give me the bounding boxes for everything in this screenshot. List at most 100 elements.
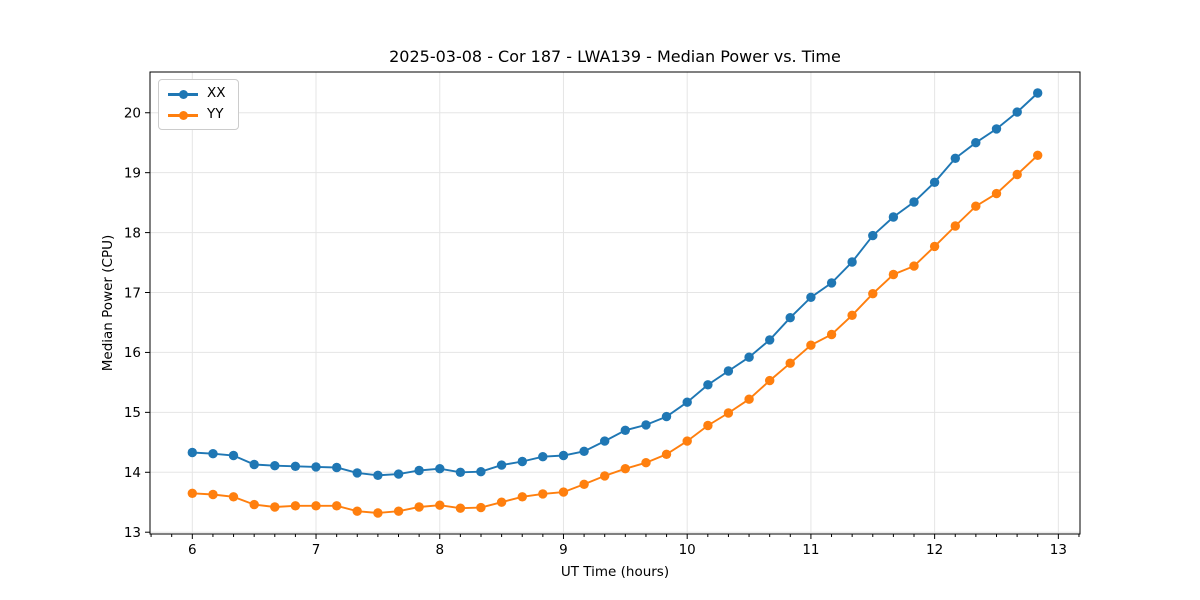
series-marker-yy bbox=[703, 420, 713, 431]
series-marker-xx bbox=[765, 335, 775, 345]
series-marker-yy bbox=[496, 497, 507, 507]
series-marker-xx bbox=[682, 397, 692, 407]
series-marker-xx bbox=[661, 411, 672, 422]
series-marker-yy bbox=[909, 261, 919, 271]
series-marker-xx bbox=[311, 462, 321, 472]
series-marker-xx bbox=[414, 465, 424, 476]
series-marker-yy bbox=[1012, 169, 1022, 180]
series-marker-xx bbox=[723, 366, 734, 376]
series-marker-yy bbox=[517, 492, 527, 502]
x-tick-label: 8 bbox=[435, 542, 444, 558]
series-marker-xx bbox=[228, 450, 239, 461]
series-marker-xx bbox=[332, 462, 342, 473]
series-marker-xx bbox=[826, 278, 837, 288]
series-marker-yy bbox=[847, 310, 857, 320]
series-marker-yy bbox=[888, 269, 899, 280]
series-marker-yy bbox=[352, 506, 362, 516]
gridlines bbox=[150, 72, 1080, 534]
series-marker-xx bbox=[744, 352, 754, 362]
series-marker-xx bbox=[249, 459, 259, 470]
series-marker-xx bbox=[579, 446, 589, 456]
series-marker-yy bbox=[971, 201, 981, 211]
series-marker-xx bbox=[909, 197, 919, 207]
series-marker-xx bbox=[620, 425, 630, 435]
series-marker-yy bbox=[723, 408, 734, 418]
series-marker-yy bbox=[249, 499, 259, 510]
series-marker-yy bbox=[228, 492, 239, 502]
y-tick-label: 19 bbox=[124, 165, 141, 181]
series-marker-yy bbox=[538, 489, 548, 499]
series-marker-yy bbox=[620, 464, 630, 474]
plot-border bbox=[149, 71, 1081, 535]
series-marker-yy bbox=[373, 508, 383, 518]
series-marker-xx bbox=[950, 153, 960, 163]
series-marker-yy bbox=[950, 221, 960, 231]
x-axis-label: UT Time (hours) bbox=[561, 564, 669, 580]
legend: XX YY bbox=[158, 79, 239, 130]
series-line-yy bbox=[192, 154, 1039, 514]
series-marker-xx bbox=[703, 380, 713, 390]
series-marker-yy bbox=[187, 488, 197, 498]
series-marker-xx bbox=[538, 452, 548, 462]
x-tick-label: 6 bbox=[188, 542, 197, 558]
series-marker-yy bbox=[270, 502, 280, 512]
series-marker-yy bbox=[435, 500, 445, 510]
series-marker-yy bbox=[455, 503, 466, 513]
series-marker-xx bbox=[476, 467, 486, 477]
series-marker-yy bbox=[641, 458, 651, 468]
y-tick-label: 13 bbox=[124, 525, 141, 541]
axis-ticks: 6 7 8 9 10 11 12 13 13 14 15 16 17 18 19 20 bbox=[124, 106, 1080, 558]
series-marker-yy bbox=[579, 479, 589, 489]
series-marker-xx bbox=[496, 460, 507, 470]
legend-label-yy: YY bbox=[207, 106, 224, 123]
series-marker-yy bbox=[765, 375, 775, 386]
series-marker-xx bbox=[517, 456, 527, 467]
y-tick-label: 16 bbox=[124, 345, 141, 361]
series-marker-xx bbox=[641, 420, 651, 430]
legend-item-yy: YY bbox=[168, 106, 226, 124]
series-marker-yy bbox=[558, 487, 569, 497]
series-marker-xx bbox=[208, 449, 218, 459]
series-marker-xx bbox=[929, 177, 940, 187]
series-marker-xx bbox=[373, 470, 383, 480]
x-tick-label: 10 bbox=[679, 542, 696, 558]
x-tick-label: 9 bbox=[559, 542, 568, 558]
y-tick-label: 15 bbox=[124, 405, 141, 421]
series-marker-xx bbox=[1033, 88, 1043, 98]
series-marker-yy bbox=[290, 501, 301, 511]
y-tick-label: 18 bbox=[124, 225, 141, 241]
series-marker-xx bbox=[991, 124, 1002, 134]
series-marker-xx bbox=[290, 461, 301, 471]
y-tick-label: 14 bbox=[124, 465, 141, 481]
legend-line-sample-xx bbox=[168, 89, 198, 99]
x-tick-label: 13 bbox=[1050, 542, 1067, 558]
series-marker-xx bbox=[847, 257, 857, 267]
series-lines bbox=[187, 88, 1043, 518]
series-marker-xx bbox=[455, 467, 466, 477]
series-marker-yy bbox=[806, 340, 816, 350]
series-marker-xx bbox=[187, 447, 197, 458]
series-marker-xx bbox=[393, 469, 404, 479]
legend-line-sample-yy bbox=[168, 110, 198, 120]
series-marker-yy bbox=[661, 449, 672, 459]
series-marker-yy bbox=[744, 394, 754, 404]
series-marker-yy bbox=[826, 329, 837, 340]
series-marker-yy bbox=[414, 502, 424, 512]
series-marker-yy bbox=[208, 489, 218, 500]
y-axis-label: Median Power (CPU) bbox=[100, 235, 116, 371]
series-marker-yy bbox=[393, 506, 404, 516]
legend-item-xx: XX bbox=[168, 85, 226, 103]
x-tick-label: 12 bbox=[926, 542, 943, 558]
y-tick-label: 20 bbox=[124, 106, 141, 122]
legend-label-xx: XX bbox=[207, 85, 226, 102]
series-marker-xx bbox=[600, 436, 610, 446]
series-marker-yy bbox=[785, 358, 795, 368]
series-marker-yy bbox=[1033, 150, 1043, 160]
series-marker-yy bbox=[929, 241, 940, 252]
series-marker-xx bbox=[971, 138, 981, 148]
series-marker-xx bbox=[558, 450, 569, 461]
x-tick-label: 7 bbox=[312, 542, 321, 558]
series-marker-yy bbox=[311, 501, 321, 511]
